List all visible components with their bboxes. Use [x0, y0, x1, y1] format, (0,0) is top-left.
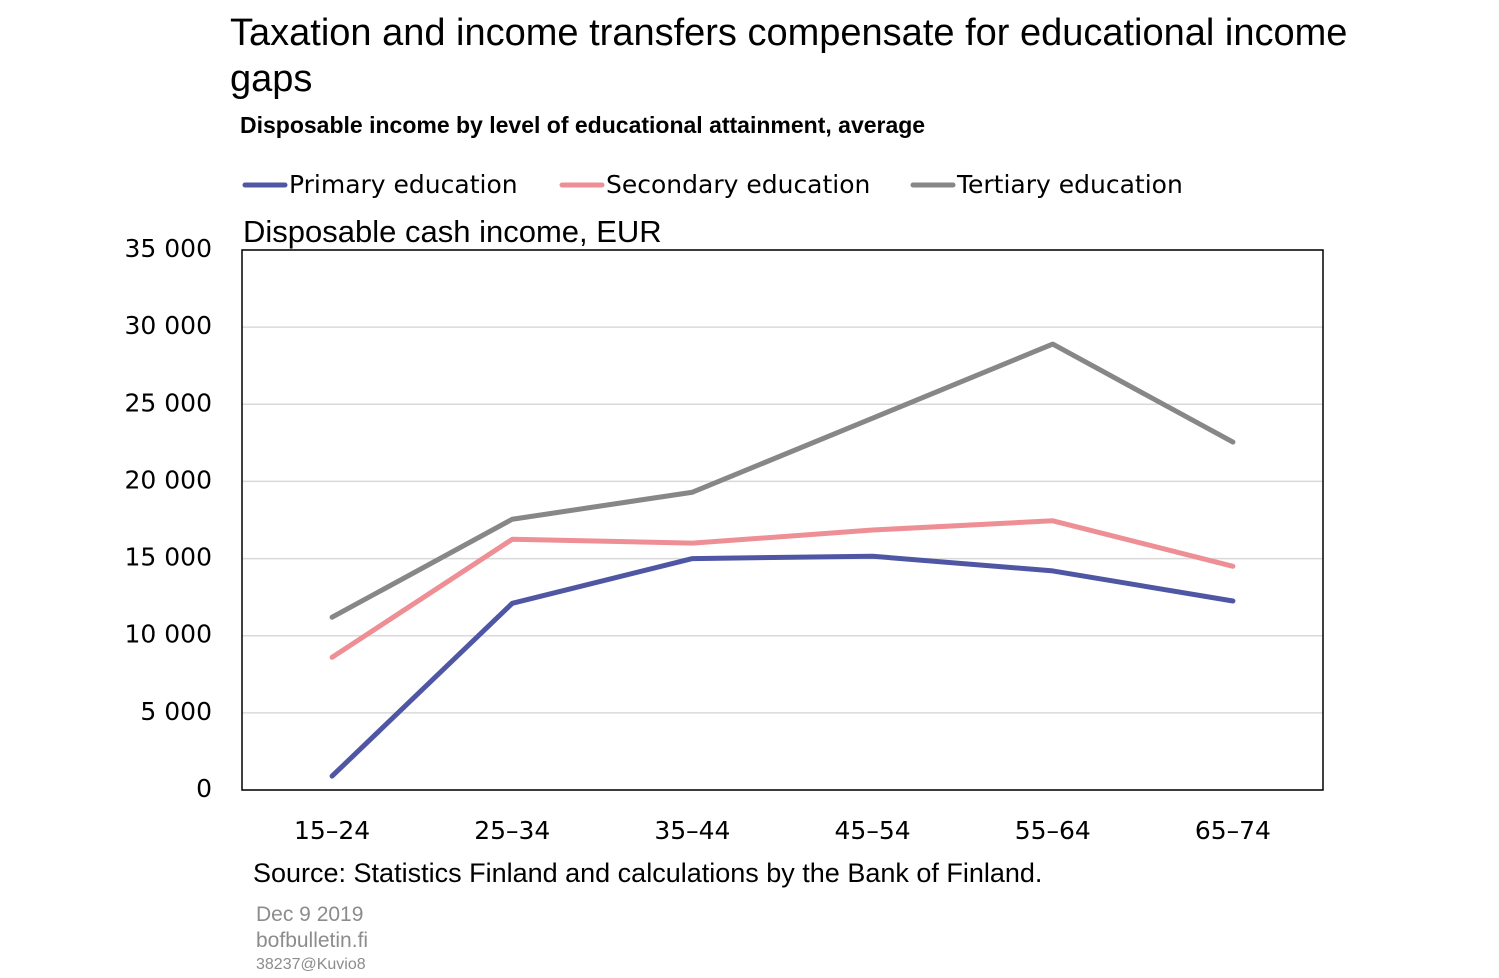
- x-tick-label: 65–74: [1195, 816, 1271, 845]
- chart-title: Taxation and income transfers compensate…: [230, 12, 1348, 100]
- y-axis-label: Disposable cash income, EUR: [243, 214, 662, 249]
- legend-label: Primary education: [289, 170, 518, 199]
- y-tick-label: 10 000: [125, 620, 212, 649]
- y-tick-label: 0: [196, 774, 212, 803]
- legend-label: Tertiary education: [956, 170, 1183, 199]
- x-tick-label: 45–54: [835, 816, 911, 845]
- plot-frame: [241, 249, 1324, 791]
- x-tick-label: 55–64: [1015, 816, 1091, 845]
- y-tick-label: 30 000: [125, 311, 212, 340]
- data-line: [329, 553, 1236, 779]
- y-tick-label: 20 000: [125, 465, 212, 494]
- footer-code: 38237@Kuvio8: [256, 956, 366, 973]
- y-tick-label: 35 000: [125, 234, 212, 263]
- x-tick-label: 25–34: [474, 816, 550, 845]
- footer-date: Dec 9 2019: [256, 903, 364, 926]
- y-tick-label: 25 000: [125, 388, 212, 417]
- x-tick-label: 35–44: [654, 816, 730, 845]
- footer-site: bofbulletin.fi: [256, 929, 369, 952]
- data-line: [329, 518, 1236, 660]
- legend-label: Secondary education: [606, 170, 870, 199]
- x-tick-label: 15–24: [294, 816, 370, 845]
- chart-subtitle: Disposable income by level of educationa…: [240, 112, 926, 138]
- y-tick-label: 15 000: [125, 543, 212, 572]
- data-line: [329, 341, 1236, 620]
- source-note: Source: Statistics Finland and calculati…: [253, 858, 1043, 888]
- y-tick-label: 5 000: [140, 697, 212, 726]
